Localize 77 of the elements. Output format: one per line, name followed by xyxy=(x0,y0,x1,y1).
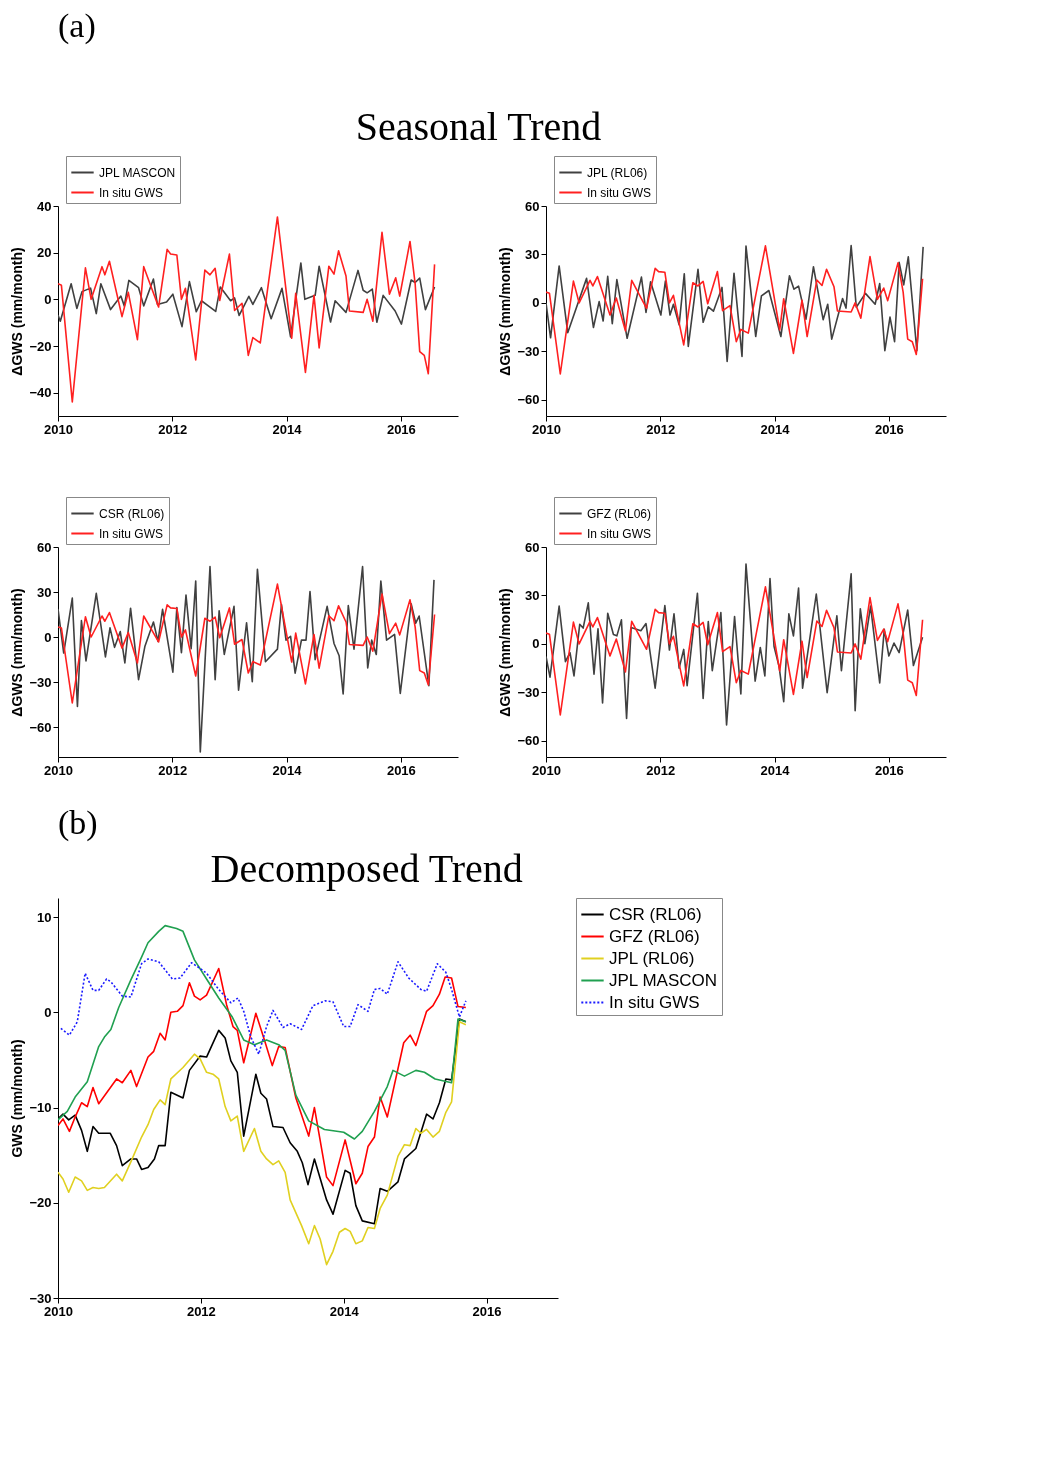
y-tick-label: −60 xyxy=(517,392,540,408)
x-tick-label: 2012 xyxy=(158,762,188,778)
y-tick-label: 40 xyxy=(37,198,52,214)
x-tick-label: 2012 xyxy=(186,1303,216,1319)
chart-title: Decomposed Trend xyxy=(210,845,523,891)
y-tick-label: −30 xyxy=(517,343,540,359)
x-tick-label: 2010 xyxy=(44,421,73,437)
y-tick-label: −20 xyxy=(29,338,52,354)
line-series xyxy=(58,216,436,403)
legend-label: GFZ (RL06) xyxy=(609,926,700,946)
y-tick-label: −60 xyxy=(29,719,52,735)
y-tick-label: 20 xyxy=(37,245,52,261)
line-series xyxy=(58,262,436,338)
line-series xyxy=(58,924,467,1140)
legend-label: GFZ (RL06) xyxy=(587,506,652,521)
legend-label: In situ GWS xyxy=(99,185,164,200)
x-tick-label: 2016 xyxy=(386,762,416,778)
legend-label: In situ GWS xyxy=(609,992,700,1012)
chart-title: Seasonal Trend xyxy=(355,103,602,149)
y-axis-title: ΔGWS (mm/month) xyxy=(497,247,514,376)
x-tick-label: 2014 xyxy=(272,421,303,437)
y-tick-label: 0 xyxy=(44,1004,52,1020)
x-tick-label: 2016 xyxy=(386,421,416,437)
legend-label: In situ GWS xyxy=(587,185,652,200)
line-series xyxy=(546,563,924,726)
legend-label: CSR (RL06) xyxy=(609,904,702,924)
line-series xyxy=(58,583,436,704)
y-tick-label: −30 xyxy=(29,1290,52,1306)
x-tick-label: 2014 xyxy=(272,762,303,778)
x-tick-label: 2014 xyxy=(760,762,791,778)
x-tick-label: 2010 xyxy=(44,762,73,778)
legend-label: JPL (RL06) xyxy=(587,165,648,180)
y-tick-label: −10 xyxy=(29,1100,52,1116)
y-tick-label: −30 xyxy=(517,684,540,700)
y-axis-title: GWS (mm/month) xyxy=(9,1039,26,1158)
text: (a) xyxy=(58,7,96,45)
y-tick-label: 30 xyxy=(37,584,52,600)
x-tick-label: 2010 xyxy=(532,762,561,778)
x-tick-label: 2012 xyxy=(646,762,676,778)
y-tick-label: 60 xyxy=(37,539,52,555)
legend-label: In situ GWS xyxy=(587,526,652,541)
line-series xyxy=(58,565,435,753)
legend-label: JPL MASCON xyxy=(99,165,176,180)
x-tick-label: 2010 xyxy=(532,421,561,437)
y-tick-label: 0 xyxy=(532,636,540,652)
line-series xyxy=(546,586,924,716)
line-series xyxy=(60,958,467,1055)
y-tick-label: −20 xyxy=(29,1195,52,1211)
legend-label: JPL MASCON xyxy=(609,970,718,990)
y-tick-label: 60 xyxy=(525,198,540,214)
line-series xyxy=(58,1021,467,1266)
line-series xyxy=(58,967,467,1187)
y-axis-title: ΔGWS (mm/month) xyxy=(497,588,514,717)
y-tick-label: −60 xyxy=(517,733,540,749)
x-tick-label: 2010 xyxy=(44,1303,73,1319)
y-tick-label: 60 xyxy=(525,539,540,555)
y-tick-label: 30 xyxy=(525,587,540,603)
y-tick-label: 0 xyxy=(44,629,52,645)
y-tick-label: 10 xyxy=(37,909,52,925)
y-tick-label: 0 xyxy=(44,291,52,307)
y-tick-label: −30 xyxy=(29,674,52,690)
x-tick-label: 2016 xyxy=(472,1303,502,1319)
legend-label: CSR (RL06) xyxy=(99,506,165,521)
y-tick-label: 30 xyxy=(525,246,540,262)
x-tick-label: 2014 xyxy=(760,421,791,437)
legend-label: JPL (RL06) xyxy=(609,948,695,968)
x-tick-label: 2012 xyxy=(158,421,188,437)
x-tick-label: 2014 xyxy=(329,1303,360,1319)
x-tick-label: 2016 xyxy=(874,421,904,437)
x-tick-label: 2016 xyxy=(874,762,904,778)
y-axis-title: ΔGWS (mm/month) xyxy=(9,247,26,376)
y-tick-label: −40 xyxy=(29,385,52,401)
y-axis-title: ΔGWS (mm/month) xyxy=(9,588,26,717)
x-tick-label: 2012 xyxy=(646,421,676,437)
legend-label: In situ GWS xyxy=(99,526,164,541)
text: (b) xyxy=(58,804,98,842)
y-tick-label: 0 xyxy=(532,295,540,311)
